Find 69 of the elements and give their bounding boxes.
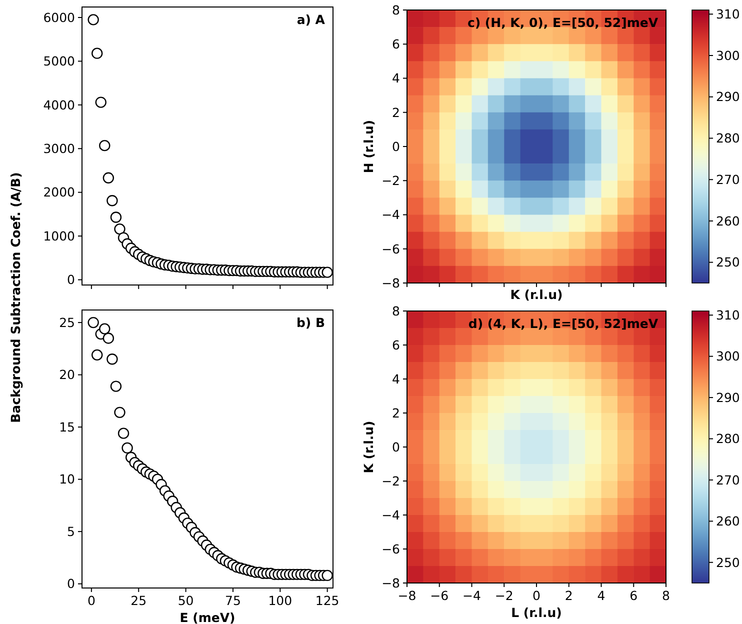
y-tick-label: 5 [67,524,75,539]
color-bar-label: 280 [716,431,740,446]
color-bar-label: 300 [716,348,740,364]
y-tick-label: 6 [392,337,400,352]
y-tick-label: 0 [67,272,76,288]
x-tick-label: 50 [178,593,194,608]
x-axis-title: E (meV) [180,610,236,624]
y-tick-label: 1000 [43,228,76,244]
y-tick-label: −8 [382,275,400,290]
color-bar-label: 290 [716,89,740,104]
color-bar-label: 250 [716,554,740,570]
y-tick-label: 2000 [43,184,76,200]
y-tick-label: 15 [59,419,75,434]
x-tick-label: 0 [87,593,96,608]
x-tick-label: 8 [662,588,670,603]
x-tick-label: 25 [130,593,147,608]
y-tick-label: −2 [382,173,400,188]
y-tick-label: 6 [392,36,400,52]
x-tick-label: −2 [494,588,514,603]
color-bar-label: 260 [716,213,740,228]
text: b) B [296,315,325,330]
y-tick-label: 2 [392,104,400,120]
x-tick-label: 100 [268,593,292,608]
y-tick-label: 4 [392,70,400,86]
y-axis-title: K (r.l.u) [361,420,376,474]
y-tick-label: 8 [392,303,400,318]
y-tick-label: 10 [59,472,76,487]
text: a) A [296,12,326,27]
color-bar-label: 250 [716,254,740,270]
color-bar-label: 270 [716,472,740,488]
x-tick-label: 4 [597,588,606,603]
y-tick-label: −2 [382,473,400,488]
y-tick-label: 3000 [43,141,76,156]
x-tick-label: −6 [430,588,449,603]
y-tick-label: 4 [392,371,400,386]
x-tick-label: 75 [225,593,241,608]
color-bar-label: 310 [716,6,740,22]
y-tick-label: −4 [382,507,400,522]
x-tick-label: −4 [462,588,482,603]
y-tick-label: 0 [392,439,400,454]
x-tick-label: 125 [315,593,340,608]
color-bar-label: 290 [716,390,740,405]
y-tick-label: −4 [382,207,400,222]
y-tick-label: 0 [392,138,400,154]
x-axis-title: L (r.l.u) [511,605,562,620]
y-tick-label: 8 [392,2,400,18]
y-tick-label: 5000 [43,54,76,69]
y-tick-label: 0 [67,576,76,592]
color-bar-label: 270 [716,172,740,187]
color-bar-label: 300 [716,48,740,63]
x-tick-label: 2 [564,588,573,603]
y-tick-label: −6 [382,541,400,556]
chart-title: d) (4, K, L), E=[50, 52]meV [468,316,658,331]
y-tick-label: 20 [59,367,76,382]
y-tick-label: 4000 [43,97,76,112]
color-bar-label: 260 [716,514,740,529]
x-tick-label: 6 [630,588,638,603]
color-bar-label: 280 [716,130,740,146]
y-tick-label: 6000 [43,10,76,25]
y-axis-title: H (r.l.u) [361,120,376,174]
y-tick-label: −8 [382,575,400,590]
y-tick-label: 2 [392,405,400,420]
y-tick-label: −6 [382,241,400,256]
y-tick-label: 25 [59,314,75,330]
x-axis-title: K (r.l.u) [510,287,563,302]
x-tick-label: 0 [532,588,541,603]
y-axis-title: Background Subtraction Coef. (A/B) [8,172,23,423]
color-bar-label: 310 [716,307,740,322]
chart-title: c) (H, K, 0), E=[50, 52]meV [467,15,658,30]
